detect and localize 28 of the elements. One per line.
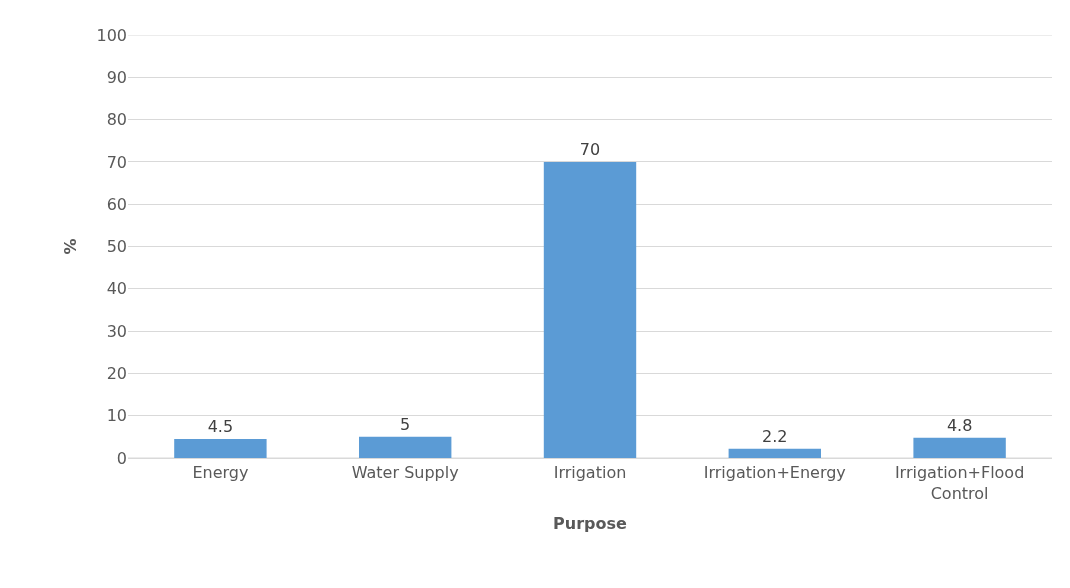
x-axis-title: Purpose <box>553 513 628 533</box>
data-label: 70 <box>579 139 601 159</box>
bar <box>543 161 637 458</box>
bar <box>359 436 452 458</box>
y-tick-label: 90 <box>106 67 127 87</box>
y-tick-label: 80 <box>106 110 127 130</box>
y-tick-label: 50 <box>106 237 127 257</box>
x-tick-label: Irrigation+Flood Control <box>894 463 1025 503</box>
data-label: 4.8 <box>946 415 973 435</box>
x-tick-label: Irrigation <box>553 463 627 483</box>
y-tick-label: 40 <box>106 279 127 299</box>
bar <box>174 438 267 458</box>
y-tick-label: 10 <box>106 406 127 426</box>
y-tick-label: 30 <box>106 321 127 341</box>
data-label: 5 <box>400 414 411 434</box>
bar <box>913 437 1006 458</box>
x-tick-label: Energy <box>192 463 249 483</box>
data-label: 2.2 <box>762 426 788 446</box>
bar <box>728 448 821 458</box>
y-tick-label: 70 <box>106 152 127 172</box>
y-tick-label: 60 <box>106 194 127 214</box>
data-label: 4.5 <box>207 416 234 436</box>
y-axis-title: % <box>61 238 81 255</box>
x-tick-label: Water Supply <box>351 463 459 483</box>
y-tick-label: 100 <box>96 25 127 45</box>
y-tick-label: 0 <box>116 448 127 468</box>
y-tick-label: 20 <box>106 364 127 383</box>
x-tick-label: Irrigation+Energy <box>703 463 846 483</box>
